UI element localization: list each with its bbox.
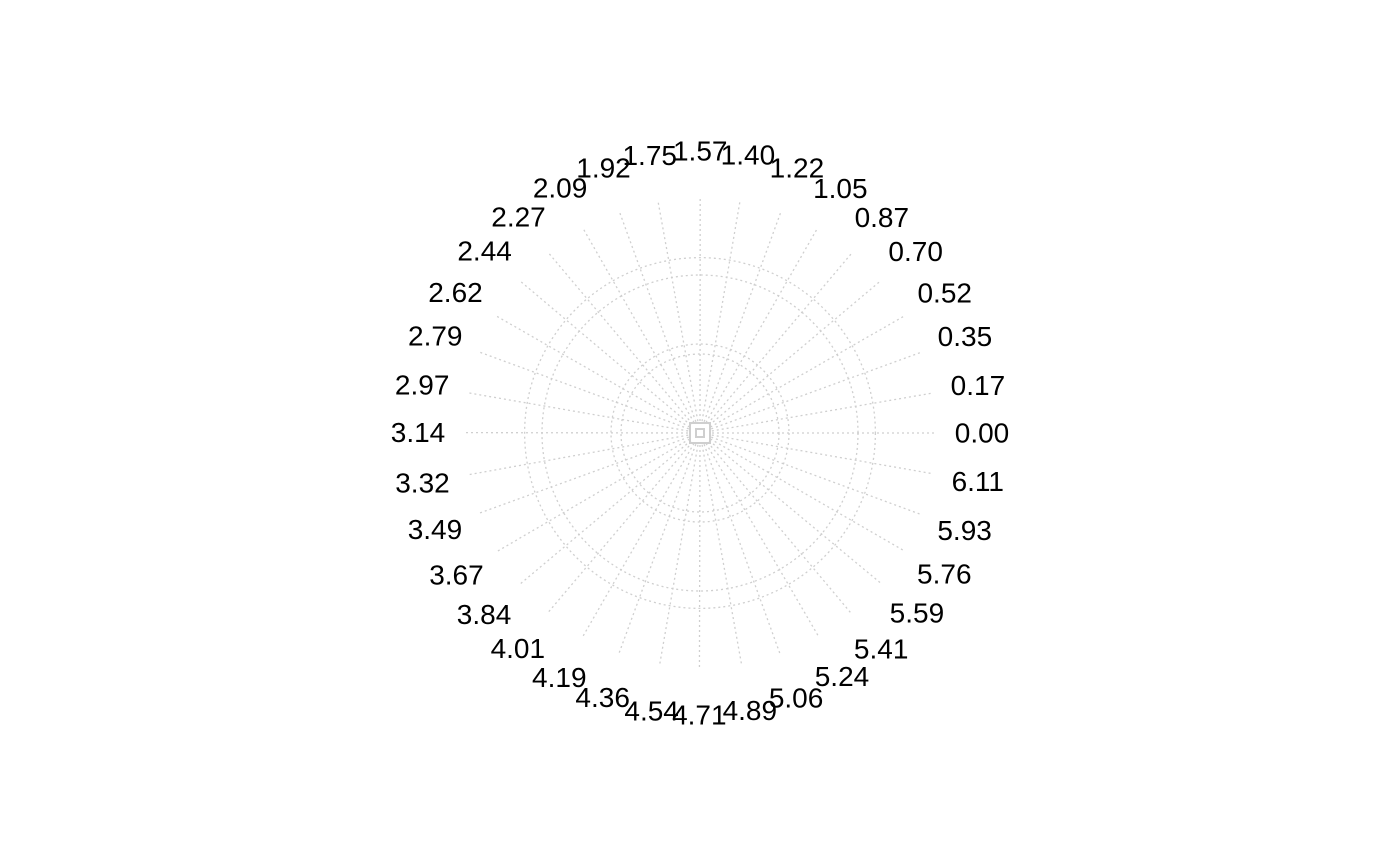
grid-spoke	[711, 434, 934, 475]
angle-tick-label: 4.54	[624, 695, 679, 726]
grid-spoke	[711, 351, 923, 430]
grid-spoke	[477, 436, 689, 515]
angle-tick-label: 5.93	[937, 515, 992, 546]
angle-tick-label: 2.27	[491, 202, 546, 233]
grid-spoke	[707, 441, 853, 616]
center-marker	[689, 422, 711, 444]
angle-tick-label: 2.44	[457, 235, 512, 266]
grid-spoke	[581, 226, 695, 423]
grid-spoke	[705, 443, 820, 639]
grid-spoke	[657, 199, 699, 422]
grid-spoke	[703, 210, 783, 422]
grid-spoke	[701, 199, 741, 422]
grid-spoke	[617, 444, 697, 656]
angle-tick-label: 4.36	[575, 682, 630, 713]
angle-tick-label: 3.14	[391, 417, 446, 448]
grid-spoke	[698, 444, 701, 671]
angle-tick-label: 1.22	[770, 153, 825, 184]
angle-tick-label: 4.89	[723, 695, 778, 726]
angle-tick-label: 3.32	[395, 468, 450, 499]
angle-tick-label: 5.24	[815, 661, 870, 692]
angle-tick-label: 0.35	[938, 321, 993, 352]
grid-spoke	[477, 350, 689, 430]
grid-spoke	[581, 443, 695, 639]
angle-tick-label: 5.59	[890, 598, 945, 629]
grid-spoke	[466, 434, 689, 476]
grid-spoke	[711, 392, 934, 432]
angle-tick-label: 3.84	[457, 599, 512, 630]
grid-spoke	[466, 391, 689, 432]
grid-spoke	[701, 444, 743, 667]
angle-tick-label: 5.06	[769, 683, 824, 714]
grid-spoke	[494, 438, 690, 554]
angle-tick-label: 2.62	[428, 277, 483, 308]
angle-tick-label: 2.97	[395, 369, 450, 400]
angle-tick-label: 1.57	[673, 136, 728, 167]
grid-ring	[541, 274, 859, 592]
angle-tick-label: 2.09	[533, 173, 588, 204]
grid-spoke	[546, 251, 693, 425]
angle-tick-label: 1.05	[813, 173, 868, 204]
angle-tick-label: 4.01	[491, 633, 546, 664]
angle-tick-label: 3.49	[408, 514, 463, 545]
grid-spoke	[703, 444, 782, 657]
grid-spoke	[710, 438, 906, 552]
angle-tick-label: 0.87	[855, 202, 910, 233]
angle-tick-label: 3.67	[429, 560, 484, 591]
grid-spoke	[658, 444, 699, 667]
grid-spoke	[708, 279, 882, 426]
angle-tick-label: 0.17	[951, 370, 1006, 401]
polar-grid	[462, 195, 937, 671]
angle-tick-label: 1.40	[721, 140, 776, 171]
center-marker	[695, 428, 705, 438]
angle-tick-label: 5.41	[854, 634, 909, 665]
grid-spoke	[546, 441, 693, 615]
grid-spoke	[710, 314, 906, 428]
angle-tick-label: 0.00	[955, 418, 1010, 449]
angle-tick-label: 5.76	[917, 558, 972, 589]
angle-labels: 0.00 0.17 0.35 0.52 0.700.871.051.221.401.57…	[391, 136, 1009, 731]
grid-spoke	[711, 436, 923, 516]
angle-tick-label: 1.92	[576, 153, 631, 184]
angle-tick-label: 2.79	[408, 320, 463, 351]
angle-tick-label: 6.11	[952, 466, 1004, 497]
angle-tick-label: 0.70	[888, 236, 943, 267]
angle-tick-label: 4.71	[672, 699, 727, 730]
grid-ring	[620, 353, 780, 513]
angle-tick-label: 4.19	[532, 662, 587, 693]
grid-spoke	[707, 251, 854, 425]
angle-tick-label: 1.75	[622, 140, 677, 171]
grid-spoke	[494, 314, 690, 428]
grid-spoke	[708, 440, 883, 585]
grid-spoke	[705, 227, 819, 423]
grid-spoke	[618, 210, 697, 422]
grid-ring	[523, 256, 877, 610]
angle-tick-label: 0.52	[917, 277, 972, 308]
